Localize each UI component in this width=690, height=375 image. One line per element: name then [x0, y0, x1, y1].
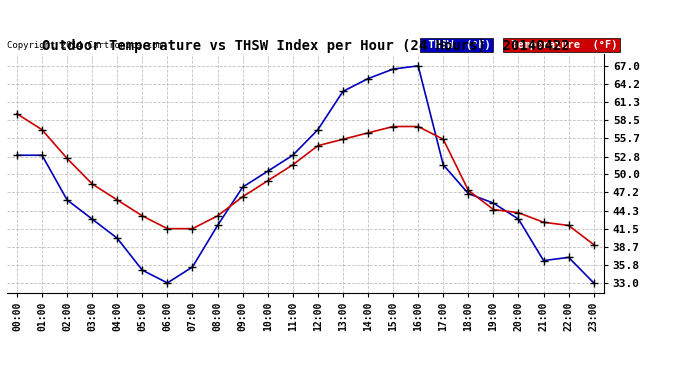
- Text: Temperature  (°F): Temperature (°F): [505, 40, 618, 50]
- Text: Copyright 2014 Cartronics.com: Copyright 2014 Cartronics.com: [7, 40, 163, 50]
- Text: THSW  (°F): THSW (°F): [422, 40, 491, 50]
- Title: Outdoor Temperature vs THSW Index per Hour (24 Hours)  20140422: Outdoor Temperature vs THSW Index per Ho…: [41, 39, 569, 53]
